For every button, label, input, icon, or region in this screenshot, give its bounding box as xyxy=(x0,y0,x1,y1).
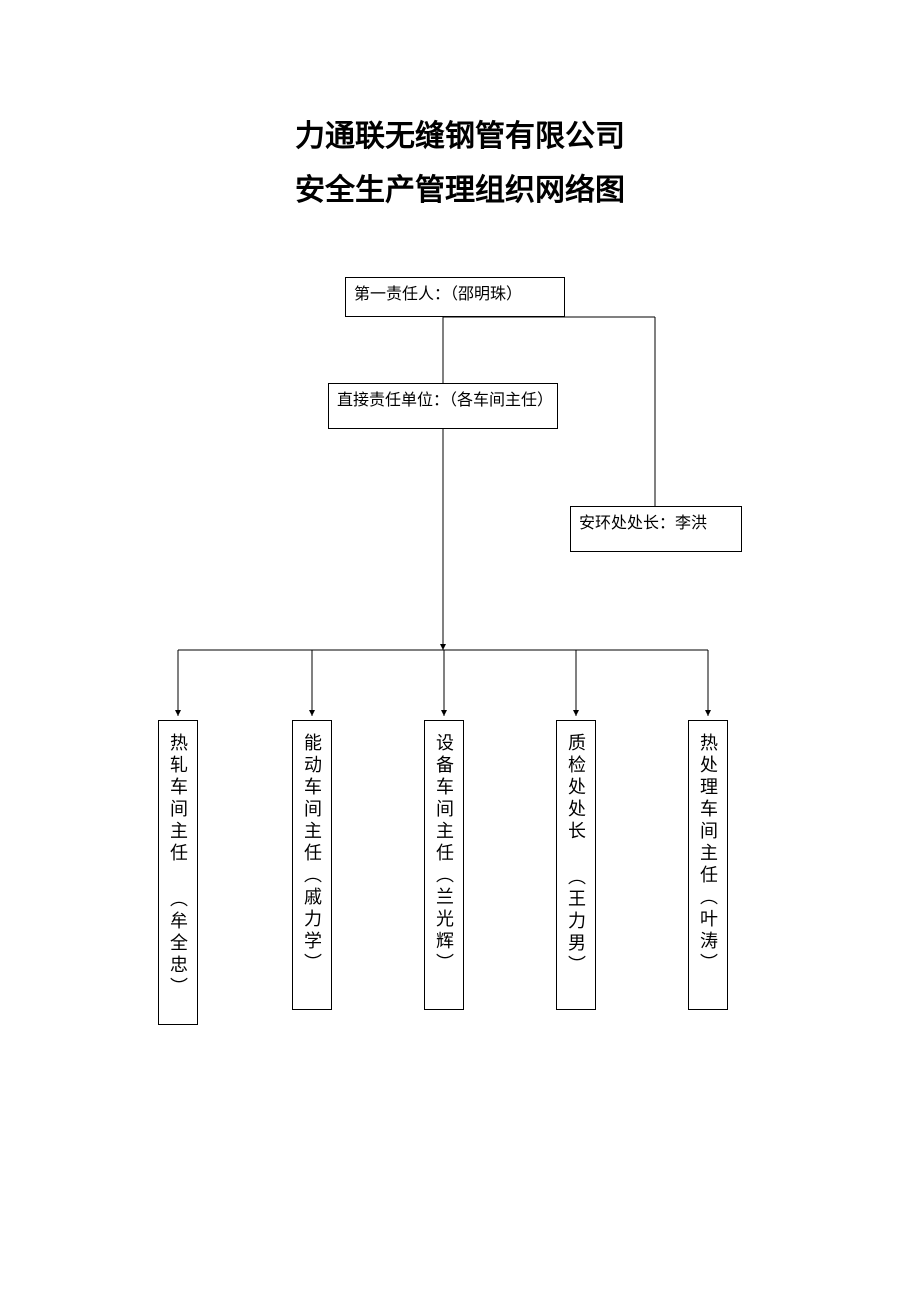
leaf-quality: 质检处处长 （王力男） xyxy=(556,720,596,1010)
connector-lines xyxy=(0,0,920,1302)
org-chart-canvas: 第一责任人：（邵明珠） 直接责任单位：（各车间主任） 安环处处长：李洪 热轧车间… xyxy=(0,0,920,1302)
node-safety-dept-head: 安环处处长：李洪 xyxy=(570,506,742,552)
leaf-energy: 能动车间主任（戚力学） xyxy=(292,720,332,1010)
leaf-heat-treatment: 热处理车间主任（叶涛） xyxy=(688,720,728,1010)
node-direct-unit: 直接责任单位：（各车间主任） xyxy=(328,383,558,429)
node-first-responsible: 第一责任人：（邵明珠） xyxy=(345,277,565,317)
leaf-equipment: 设备车间主任（兰光辉） xyxy=(424,720,464,1010)
leaf-hot-rolling: 热轧车间主任 （牟全忠） xyxy=(158,720,198,1025)
